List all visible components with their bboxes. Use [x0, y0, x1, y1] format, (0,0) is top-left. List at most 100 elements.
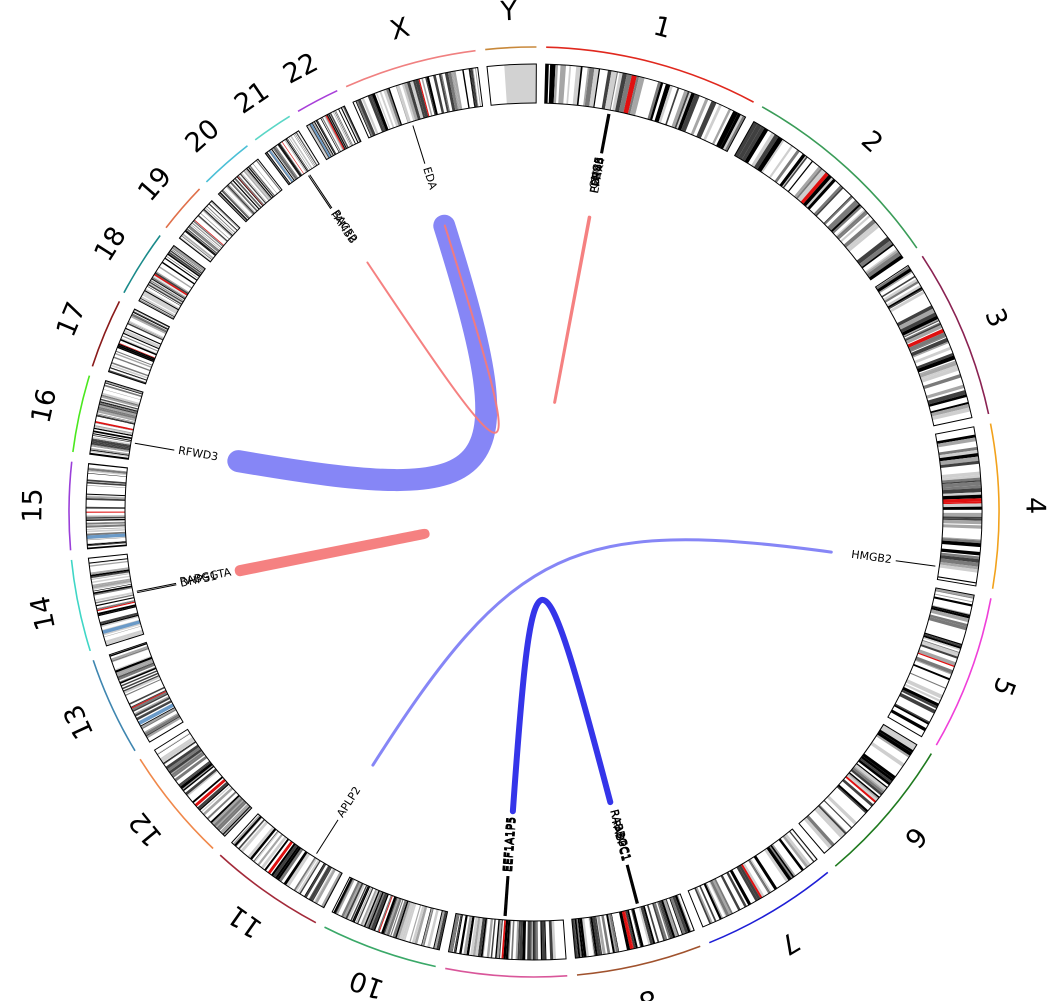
- svg-text:EEF1A1P5: EEF1A1P5: [500, 816, 517, 872]
- gene-labels: GNG5CTBSPDE4BEPHX4HMGB2RABBGC1RABBGC1PAB…: [134, 113, 936, 917]
- link-1-1: [553, 215, 592, 404]
- chromosome-label-14: 14: [25, 593, 62, 633]
- chromosome-arc-2: [761, 106, 918, 249]
- svg-text:EDA: EDA: [420, 165, 439, 191]
- chromosome-label-13: 13: [58, 700, 101, 744]
- chromosome-label-12: 12: [123, 806, 169, 852]
- chromosome-label-21: 21: [229, 75, 275, 120]
- ideogram-chr-11: [230, 813, 343, 909]
- gene-label-pabpc1: PABPC1: [609, 819, 637, 905]
- chromosome-label-2: 2: [855, 125, 889, 159]
- link-21-X: [366, 224, 500, 434]
- chromosome-arc-6: [834, 753, 933, 867]
- chromosome-label-11: 11: [222, 899, 268, 944]
- chromosome-arc-13: [92, 659, 136, 752]
- svg-text:RABGGTA: RABGGTA: [179, 565, 233, 588]
- ideogram-chr-Y: [486, 63, 537, 106]
- ideogram-chr-12: [153, 728, 253, 837]
- ideogram-chr-14: [87, 553, 145, 647]
- gene-label-eef1a1p5: EEF1A1P5: [502, 816, 519, 917]
- svg-text:RFWD3: RFWD3: [177, 444, 219, 464]
- chromosome-label-17: 17: [51, 298, 93, 342]
- chromosome-arc-9: [445, 967, 568, 978]
- chromosome-label-22: 22: [278, 47, 323, 90]
- chromosome-arc-20: [205, 145, 248, 183]
- gene-label-eef1a1p5: EEF1A1P5: [501, 816, 518, 916]
- chromosome-label-4: 4: [1019, 497, 1050, 515]
- chromosome-label-3: 3: [978, 304, 1013, 332]
- chromosome-arc-4: [989, 423, 1000, 589]
- chromosome-label-X: X: [387, 12, 413, 47]
- link-14-14: [234, 528, 430, 577]
- gene-label-eef1a1p5: EEF1A1P5: [502, 816, 519, 917]
- ideogram-chr-5: [887, 587, 975, 738]
- ideogram-chr-2: [733, 120, 904, 281]
- chromosome-arc-3: [921, 255, 990, 415]
- chromosome-label-Y: Y: [499, 0, 519, 28]
- chromosome-ideograms: [85, 63, 983, 961]
- gene-label-rabggta: RABGGTA: [136, 565, 233, 592]
- chromosome-arc-17: [91, 301, 121, 367]
- chromosome-label-6: 6: [898, 820, 933, 853]
- ideogram-chr-17: [107, 308, 171, 385]
- chromosome-arc-15: [68, 461, 73, 551]
- gene-label-hmgb2: HMGB2: [850, 548, 936, 567]
- chromosome-color-arcs: [68, 46, 1000, 978]
- ideogram-chr-19: [178, 200, 241, 263]
- link-9-8: [509, 596, 614, 815]
- ideogram-chr-18: [138, 244, 206, 320]
- ideogram-chr-4: [934, 426, 983, 587]
- ideogram-chr-16: [89, 379, 144, 460]
- ideogram-chr-21: [264, 130, 320, 186]
- svg-text:EEF1A1P5: EEF1A1P5: [501, 816, 518, 872]
- ideogram-chr-22: [305, 105, 362, 161]
- chromosome-arc-5: [935, 598, 992, 746]
- gene-label-gng5: GNG5: [587, 113, 609, 190]
- chromosome-label-10: 10: [345, 964, 388, 1001]
- ideogram-chr-6: [798, 723, 918, 854]
- chromosome-arc-16: [72, 375, 91, 453]
- gene-label-ctbs: CTBS: [588, 113, 610, 187]
- chromosome-arc-22: [297, 89, 338, 113]
- chromosome-label-5: 5: [986, 673, 1021, 700]
- gene-label-eef1a1p5: EEF1A1P5: [500, 816, 517, 916]
- chromosome-label-18: 18: [88, 221, 133, 267]
- svg-text:CTBS: CTBS: [588, 156, 606, 187]
- gene-label-bace2: BACE2: [309, 174, 360, 245]
- ideogram-chr-9: [447, 912, 567, 961]
- link-X-16: [227, 214, 498, 492]
- chromosome-arc-18: [123, 234, 161, 294]
- chromosome-label-7: 7: [774, 925, 805, 960]
- chromosome-arc-19: [165, 188, 201, 229]
- svg-text:GNG5: GNG5: [587, 156, 606, 190]
- ideogram-chr-7: [687, 828, 818, 928]
- chromosome-label-15: 15: [17, 488, 48, 523]
- chromosome-arc-12: [139, 758, 214, 850]
- ideogram-chr-10: [331, 876, 449, 951]
- chromosome-arc-Y: [485, 46, 537, 51]
- chromosome-label-16: 16: [26, 386, 64, 426]
- chromosome-arc-11: [219, 854, 317, 924]
- chromosome-arc-1: [546, 46, 754, 103]
- links: [227, 214, 833, 815]
- chromosome-arc-21: [254, 115, 291, 141]
- gene-label-rfwd3: RFWD3: [134, 442, 219, 464]
- chromosome-arc-7: [708, 871, 829, 944]
- svg-text:EEF1A1P5: EEF1A1P5: [502, 816, 519, 872]
- chromosome-label-19: 19: [132, 161, 178, 207]
- chromosome-label-1: 1: [650, 11, 675, 45]
- ideogram-chr-X: [352, 66, 484, 139]
- chromosome-arc-14: [70, 559, 92, 652]
- chromosome-arc-X: [345, 49, 476, 88]
- ideogram-chr-15: [85, 462, 128, 550]
- svg-text:HMGB2: HMGB2: [850, 548, 892, 566]
- chromosome-label-8: 8: [636, 983, 660, 1001]
- link-4-11: [371, 538, 833, 767]
- ideogram-chr-3: [874, 264, 973, 427]
- chromosome-labels: 12345678910111213141516171819202122XY: [17, 0, 1050, 1006]
- gene-label-eda: EDA: [412, 125, 440, 191]
- svg-text:EEF1A1P5: EEF1A1P5: [502, 816, 519, 872]
- gene-label-aplp2: APLP2: [316, 784, 363, 854]
